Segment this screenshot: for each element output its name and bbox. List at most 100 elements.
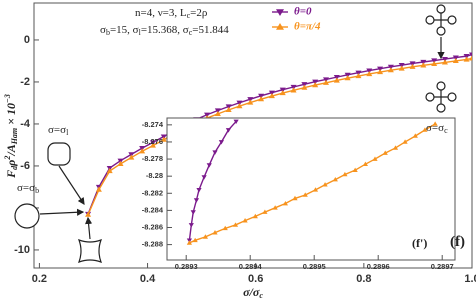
y-tick-label: 0	[24, 34, 30, 46]
marker	[420, 62, 427, 68]
arrow	[58, 165, 85, 206]
marker	[262, 209, 268, 214]
marker	[272, 205, 278, 210]
marker	[387, 67, 394, 73]
marker	[128, 154, 135, 160]
shape-icon	[47, 142, 71, 166]
marker	[372, 156, 378, 161]
x-tick-label: 0.2	[32, 273, 47, 285]
y-tick-label: -8.286	[142, 222, 163, 231]
annotation: σ=σb	[17, 182, 39, 195]
marker	[323, 79, 329, 85]
annotation: σb=15, σl=15.368, σc=51.844	[100, 24, 229, 37]
marker	[225, 106, 232, 112]
marker	[422, 127, 428, 132]
annotation: σ=σl	[48, 124, 69, 137]
panel-label: (f')	[412, 236, 427, 250]
marker	[139, 148, 146, 154]
y-axis-label: Fdρ2/AHam × 10−3	[3, 94, 19, 179]
x-tick-label: 0.2893	[175, 262, 198, 271]
marker	[469, 52, 472, 58]
marker	[432, 121, 438, 126]
marker	[212, 150, 218, 155]
marker	[441, 59, 448, 65]
legend-marker	[276, 9, 284, 16]
series-group	[186, 119, 438, 245]
marker	[322, 182, 328, 187]
marker	[301, 84, 308, 90]
x-tick-label: 0.2895	[303, 262, 326, 271]
marker	[431, 60, 438, 66]
y-tick-label: -6	[20, 160, 30, 172]
marker	[186, 240, 192, 245]
marker	[117, 160, 124, 166]
marker	[362, 161, 368, 167]
marker	[201, 175, 207, 180]
marker	[206, 163, 212, 168]
marker	[236, 103, 243, 109]
marker	[366, 70, 373, 77]
arrow	[39, 208, 85, 216]
marker	[279, 90, 286, 96]
x-tick-label: 0.8	[356, 273, 371, 285]
marker	[312, 82, 319, 88]
y-tick-label: -8.28	[146, 171, 163, 180]
marker	[218, 140, 224, 145]
x-tick-label: 0.4	[140, 273, 156, 285]
marker	[268, 93, 275, 99]
y-tick-label: -8.276	[142, 137, 163, 146]
y-tick-label: -8.282	[142, 188, 163, 197]
y-tick-label: -8.284	[142, 205, 164, 214]
arrow	[84, 216, 93, 240]
marker	[196, 188, 202, 193]
legend-label: θ=0	[294, 6, 312, 18]
x-tick-label: 0.2894	[239, 262, 263, 271]
marker	[412, 133, 418, 138]
marker	[382, 150, 388, 155]
marker	[85, 211, 92, 217]
marker	[290, 87, 297, 93]
marker	[402, 139, 408, 144]
marker	[149, 142, 156, 148]
y-tick-label: -10	[14, 244, 30, 256]
marker	[242, 218, 248, 223]
x-tick-label: 0.6	[248, 273, 263, 285]
marker	[452, 57, 459, 64]
marker	[302, 192, 308, 197]
marker	[409, 63, 416, 69]
marker	[342, 171, 348, 177]
marker	[469, 55, 472, 61]
plot-frame	[166, 117, 456, 261]
shape-icon	[14, 203, 40, 229]
marker	[188, 223, 194, 228]
marker	[225, 128, 232, 133]
marker	[160, 136, 167, 142]
marker	[106, 167, 113, 174]
marker	[344, 75, 351, 81]
marker	[193, 198, 200, 203]
marker	[312, 187, 319, 192]
marker	[95, 186, 102, 192]
inset-plot: 0.2893 0.2894 0.2895 0.2896 0.2897 -8.274 -8.2…	[142, 117, 456, 271]
x-tick-label: 1.0	[464, 273, 476, 285]
marker	[352, 167, 358, 173]
panel-label: (f)	[450, 234, 465, 250]
shape-icon	[425, 4, 457, 36]
legend-label: θ=π/4	[294, 21, 321, 33]
annotation: n=4, ν=3, Lc=2ρ	[135, 7, 208, 20]
marker	[192, 237, 198, 243]
marker	[463, 56, 470, 62]
shape-icon	[77, 238, 103, 264]
x-tick-label: 0.2897	[431, 262, 454, 271]
y-tick-label: -8.274	[142, 120, 164, 129]
y-tick-label: -8.278	[142, 154, 163, 163]
x-tick-label: 0.2896	[367, 262, 390, 271]
shape-icon	[425, 81, 457, 113]
marker	[212, 230, 218, 235]
x-axis-label: σ/σc	[243, 285, 263, 300]
marker	[355, 73, 362, 79]
marker	[247, 99, 254, 105]
marker	[282, 200, 288, 206]
y-tick-label: -2	[20, 76, 30, 88]
